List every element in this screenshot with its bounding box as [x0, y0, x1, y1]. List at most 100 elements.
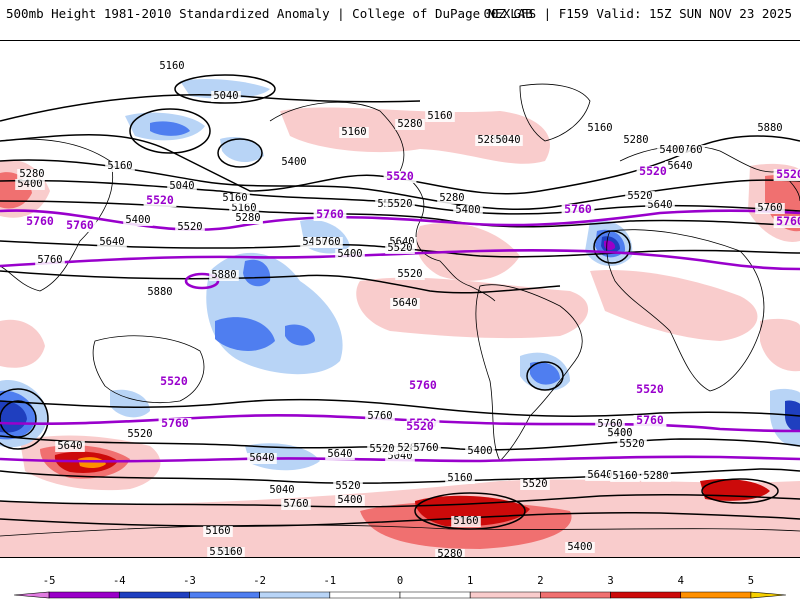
height-contour	[0, 398, 800, 417]
highlight-label-bg	[383, 171, 417, 183]
highlight-contour-label: 5760	[66, 218, 94, 232]
contour-label-bg	[395, 269, 425, 280]
anomaly-negative-region	[243, 259, 271, 287]
contour-label: 5640	[99, 236, 124, 248]
anomaly-negative-region	[220, 136, 264, 163]
coastline-south-america	[475, 284, 583, 462]
contour-label: 5520	[335, 480, 360, 492]
contour-label-bg	[755, 203, 785, 214]
contour-label-bg	[15, 179, 45, 190]
highlight-label-bg	[406, 380, 440, 392]
contour-label-bg	[395, 119, 425, 130]
contour-label-bg	[675, 145, 705, 156]
contour-label-bg	[55, 441, 85, 452]
contour-label-bg	[229, 203, 259, 214]
contour-label: 5160	[231, 202, 256, 214]
contour-label-bg	[17, 169, 47, 180]
colorbar-tick-label: -2	[253, 575, 266, 587]
contour-label: 5280	[397, 118, 422, 130]
highlight-contour-label: 5760	[316, 207, 344, 221]
contour-label-bg	[621, 135, 651, 146]
contour-label: 5640	[392, 297, 417, 309]
colorbar-bin	[13, 591, 50, 599]
contour-label-bg	[520, 479, 550, 490]
colorbar-tick-label: -1	[323, 575, 336, 587]
contour-label-bg	[755, 123, 785, 134]
coastline-australia	[92, 335, 205, 404]
highlight-contour-label: 5760	[161, 416, 189, 430]
contour-label-bg	[211, 91, 241, 102]
contour-label: 5760	[757, 202, 782, 214]
highlight-label-bg	[403, 421, 437, 433]
contour-label-bg	[335, 495, 365, 506]
contour-label-bg	[385, 451, 415, 462]
anomaly-colorbar: -5 -4 -3 -2 -1 0 1 2 3 4 5	[13, 575, 787, 599]
highlight-label-bg	[636, 166, 670, 178]
contour-label-bg	[167, 181, 197, 192]
contour-label: 5280	[643, 470, 668, 482]
highlight-label-bg	[143, 195, 177, 207]
highlight-contour-label: 5520	[386, 169, 414, 183]
contour-label: 5520	[397, 268, 422, 280]
height-contour	[526, 361, 564, 391]
anomaly-positive-region	[78, 457, 106, 469]
contour-label-bg	[35, 255, 65, 266]
contour-label-bg	[425, 111, 455, 122]
contour-label-bg	[145, 287, 175, 298]
highlight-contour-labels: 5520 5760 5520 5760 5520 5760 5520 5760 5520 5760…	[23, 164, 800, 433]
colorbar-tick-label: -4	[113, 575, 126, 587]
contour-label: 5520	[522, 478, 547, 490]
highlight-contour-label: 5520	[160, 374, 188, 388]
anomaly-positive-region	[280, 107, 550, 164]
highlight-contour-label: 5760	[636, 413, 664, 427]
contour-label: 5760	[283, 498, 308, 510]
contour-label-bg	[411, 443, 441, 454]
contour-label-bg	[475, 135, 505, 146]
colorbar-bin	[118, 591, 190, 599]
contour-label-bg	[605, 428, 635, 439]
colorbar-bin	[750, 591, 787, 599]
contour-label-bg	[445, 473, 475, 484]
contour-label: 5880	[211, 269, 236, 281]
contour-label: 5760	[413, 442, 438, 454]
contour-label-bg	[233, 213, 263, 224]
contour-label-bg	[247, 453, 277, 464]
colorbar-tick-label: -5	[43, 575, 56, 587]
contour-label-bg	[203, 526, 233, 537]
contour-label: 5400	[125, 214, 150, 226]
contour-label: 5640	[587, 469, 612, 481]
highlight-contour-label: 5760	[26, 214, 54, 228]
contour-label: 5160	[427, 110, 452, 122]
colorbar-bin	[680, 591, 752, 599]
contour-label-bg	[279, 157, 309, 168]
contour-label: 5160	[222, 192, 247, 204]
contour-label-bg	[585, 470, 615, 481]
highlight-label-bg	[313, 209, 347, 221]
highlight-label-bg	[157, 376, 191, 388]
contour-label: 5280	[623, 134, 648, 146]
contour-label-bg	[437, 193, 467, 204]
contour-label: 5760	[315, 236, 340, 248]
contour-label: 5400	[337, 494, 362, 506]
contour-label: 5400	[659, 144, 684, 156]
contour-label-bg	[595, 419, 625, 430]
contour-label: 5040	[169, 180, 194, 192]
contour-label-bg	[493, 135, 523, 146]
contour-label: 5520	[127, 428, 152, 440]
highlight-contour-label: 5760	[564, 202, 592, 216]
contour-label-bg	[333, 481, 363, 492]
highlight-label-bg	[63, 220, 97, 232]
anomaly-negative-region	[150, 121, 190, 136]
colorbar-bin	[48, 591, 120, 599]
contour-label: 5520	[177, 221, 202, 233]
contour-label-bg	[97, 237, 127, 248]
contour-label: 5760	[367, 410, 392, 422]
colorbar-tick-label: 0	[397, 575, 403, 587]
contour-label: 5640	[667, 160, 692, 172]
contour-label: 5520	[387, 242, 412, 254]
contour-label-bg	[453, 205, 483, 216]
contour-label-bg	[641, 471, 671, 482]
contour-label-bg	[645, 200, 675, 211]
contour-label-bg	[385, 243, 415, 254]
contour-label-bg	[267, 485, 297, 496]
